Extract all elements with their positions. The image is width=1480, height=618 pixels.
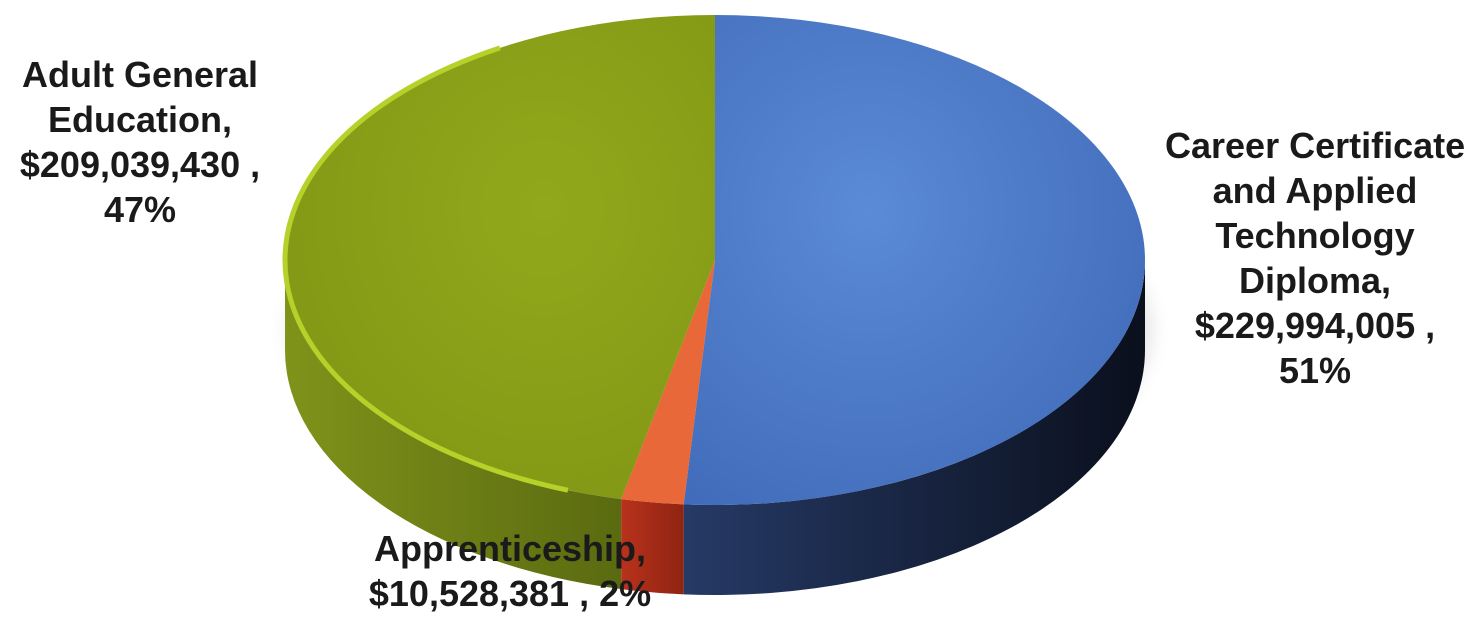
slice-label-line: $209,039,430 , bbox=[0, 142, 280, 187]
slice-label-line: 47% bbox=[0, 187, 280, 232]
slice-label-line: Apprenticeship, bbox=[340, 526, 680, 571]
slice-label-line: and Applied bbox=[1165, 168, 1465, 213]
slice-label-line: 51% bbox=[1165, 348, 1465, 393]
slice-label-line: Technology bbox=[1165, 213, 1465, 258]
slice-label-line: $10,528,381 , 2% bbox=[340, 571, 680, 616]
slice-label-line: Diploma, bbox=[1165, 258, 1465, 303]
slice-label-career-certificate: Career Certificate and Applied Technology D… bbox=[1165, 123, 1465, 393]
slice-label-apprenticeship: Apprenticeship, $10,528,381 , 2% bbox=[340, 526, 680, 616]
slice-label-adult-general-education: Adult General Education, $209,039,430 , 47% bbox=[0, 52, 280, 232]
slice-label-line: Career Certificate bbox=[1165, 123, 1465, 168]
slice-label-line: Education, bbox=[0, 97, 280, 142]
slice-label-line: Adult General bbox=[0, 52, 280, 97]
pie-top-layer bbox=[285, 15, 1145, 505]
slice-label-line: $229,994,005 , bbox=[1165, 303, 1465, 348]
